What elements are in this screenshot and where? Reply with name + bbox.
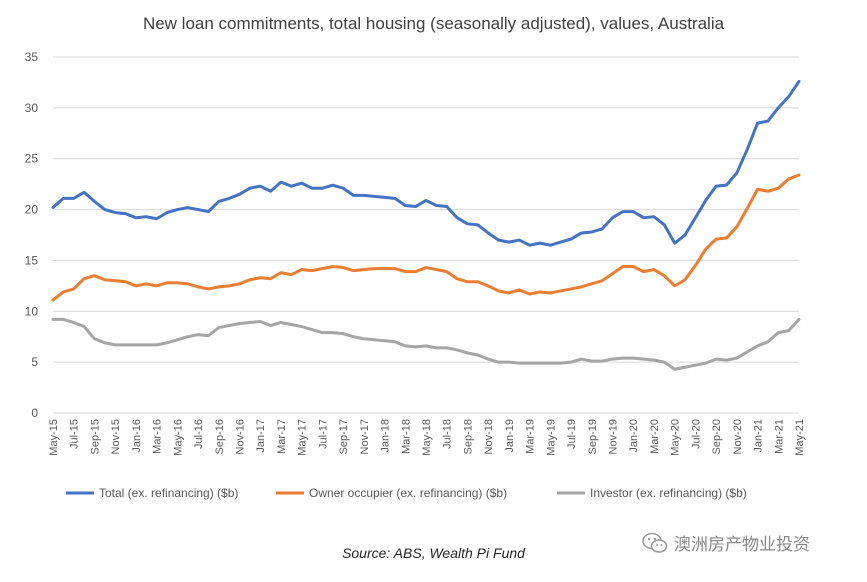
legend: Total (ex. refinancing) ($b) Owner occupi… <box>66 486 747 500</box>
x-tick-label: Jan-20 <box>628 419 640 453</box>
x-tick-label: Nov-20 <box>732 419 744 454</box>
y-tick-label: 35 <box>25 50 39 64</box>
x-tick-label: May-15 <box>48 419 60 456</box>
legend-label: Investor (ex. refinancing) ($b) <box>590 486 747 500</box>
x-tick-label: Nov-16 <box>235 419 247 454</box>
x-tick-label: Jan-18 <box>380 419 392 453</box>
x-tick-label: Sep-17 <box>338 419 350 454</box>
y-tick-label: 25 <box>25 152 39 166</box>
x-tick-label: Mar-18 <box>400 419 412 454</box>
x-tick-label: Sep-20 <box>711 419 723 454</box>
y-tick-label: 20 <box>25 203 39 217</box>
x-tick-label: Jan-21 <box>753 419 765 453</box>
x-tick-label: Sep-19 <box>587 419 599 454</box>
y-tick-label: 0 <box>31 406 38 420</box>
x-tick-label: Sep-16 <box>214 419 226 454</box>
x-tick-label: May-16 <box>172 419 184 456</box>
x-tick-label: Nov-18 <box>483 419 495 454</box>
x-tick-label: Jan-16 <box>131 419 143 453</box>
gridlines <box>53 56 799 414</box>
x-tick-label: Nov-19 <box>608 419 620 454</box>
x-tick-label: Mar-17 <box>276 419 288 454</box>
x-axis: May-15 Jul-15 Sep-15 Nov-15 Jan-16 Mar-16 May-… <box>48 419 806 456</box>
x-tick-label: Sep-15 <box>89 419 101 454</box>
y-tick-label: 10 <box>25 304 39 318</box>
y-tick-label: 15 <box>25 253 39 267</box>
x-tick-label: Mar-19 <box>525 419 537 454</box>
x-tick-label: May-19 <box>545 419 557 456</box>
x-tick-label: Jul-19 <box>566 419 578 449</box>
x-tick-label: Jul-15 <box>69 419 81 449</box>
x-tick-label: Mar-16 <box>152 419 164 454</box>
y-axis: 0 5 10 15 20 25 30 35 <box>25 50 39 420</box>
legend-label: Total (ex. refinancing) ($b) <box>99 486 238 500</box>
x-tick-label: May-18 <box>421 419 433 456</box>
x-tick-label: May-17 <box>297 419 309 456</box>
y-tick-label: 30 <box>25 101 39 115</box>
x-tick-label: Jul-20 <box>690 419 702 449</box>
x-tick-label: May-21 <box>794 419 806 456</box>
x-tick-label: Sep-18 <box>462 419 474 454</box>
x-tick-label: Jul-16 <box>193 419 205 449</box>
watermark: 澳洲房产物业投资 <box>642 530 810 555</box>
series-line-0 <box>51 79 801 247</box>
x-tick-label: Jan-17 <box>255 419 267 453</box>
series-lines <box>51 79 801 371</box>
series-line-2 <box>51 317 801 371</box>
x-tick-label: Nov-15 <box>110 419 122 454</box>
source-note: Source: ABS, Wealth Pi Fund <box>342 545 525 561</box>
watermark-text: 澳洲房产物业投资 <box>674 535 810 555</box>
series-line-1 <box>51 173 801 302</box>
x-tick-label: Jul-18 <box>442 419 454 449</box>
wechat-icon <box>642 532 668 553</box>
x-tick-label: Mar-21 <box>773 419 785 454</box>
y-tick-label: 5 <box>31 355 38 369</box>
x-tick-label: Nov-17 <box>359 419 371 454</box>
x-tick-label: Jul-17 <box>317 419 329 449</box>
x-tick-label: Mar-20 <box>649 419 661 454</box>
legend-label: Owner occupier (ex. refinancing) ($b) <box>309 486 507 500</box>
x-tick-label: May-20 <box>670 419 682 456</box>
x-tick-label: Jan-19 <box>504 419 516 453</box>
chart-title: New loan commitments, total housing (sea… <box>142 14 725 33</box>
